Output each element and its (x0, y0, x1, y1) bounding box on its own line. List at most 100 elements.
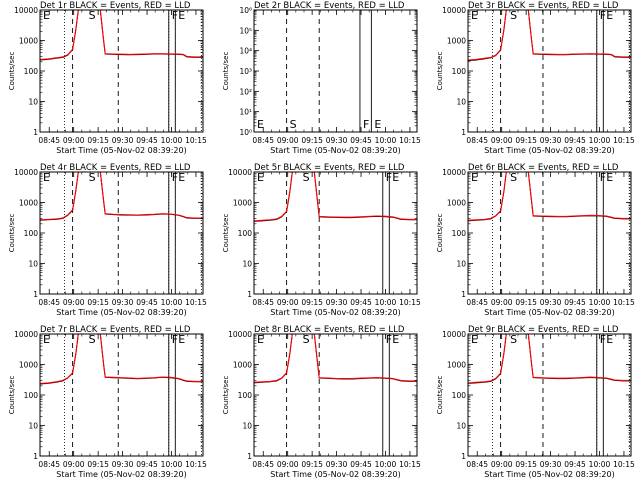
x-tick-label: 09:30 (540, 298, 562, 307)
y-tick-label: 10 (28, 260, 38, 269)
y-tick-label: 10 (456, 98, 466, 107)
y-tick-label: 1 (461, 452, 466, 461)
panel-title: Det 7r BLACK = Events, RED = LLD (40, 325, 191, 335)
x-tick-label: 09:45 (350, 460, 372, 469)
marker-label: S (303, 333, 310, 346)
y-tick-label: 1000 (447, 199, 466, 208)
marker-label: E (178, 171, 185, 184)
marker-label: E (471, 171, 478, 184)
lld-series-line (40, 10, 203, 60)
y-tick-label: 1000 (233, 199, 252, 208)
y-axis-label: Counts/sec (8, 52, 16, 91)
x-tick-label: 09:00 (491, 460, 513, 469)
y-tick-label: 1 (461, 290, 466, 299)
x-tick-label: 10:00 (375, 298, 397, 307)
y-tick-label: 10 (28, 98, 38, 107)
marker-label: F (363, 118, 369, 131)
marker-label: F (172, 333, 178, 346)
marker-label: S (510, 171, 517, 184)
lld-series-line (40, 334, 203, 384)
x-tick-label: 09:00 (63, 298, 85, 307)
panel-title: Det 9r BLACK = Events, RED = LLD (468, 325, 619, 335)
panel-title: Det 8r BLACK = Events, RED = LLD (254, 325, 405, 335)
x-tick-label: 09:15 (515, 136, 537, 145)
x-tick-label: 10:15 (185, 298, 207, 307)
x-tick-label: 09:45 (564, 460, 586, 469)
y-tick-label: 10¹ (239, 108, 252, 117)
x-tick-label: 10:15 (399, 298, 421, 307)
marker-label: S (89, 171, 96, 184)
lld-series-line (254, 172, 417, 222)
x-tick-label: 10:15 (399, 460, 421, 469)
marker-label: E (392, 171, 399, 184)
y-tick-label: 1000 (19, 199, 38, 208)
marker-label: F (600, 333, 606, 346)
x-tick-label: 09:15 (515, 298, 537, 307)
y-tick-label: 100 (452, 67, 467, 76)
y-tick-label: 10 (242, 260, 252, 269)
y-tick-label: 100 (238, 391, 253, 400)
y-tick-label: 100 (24, 67, 39, 76)
panel-title: Det 3r BLACK = Events, RED = LLD (468, 1, 619, 11)
y-tick-label: 1 (33, 452, 38, 461)
x-axis-label: Start Time (05-Nov-02 08:39:20) (270, 146, 400, 155)
x-tick-label: 09:15 (87, 136, 109, 145)
x-tick-label: 09:30 (112, 136, 134, 145)
x-tick-label: 08:45 (38, 136, 60, 145)
x-axis-label: Start Time (05-Nov-02 08:39:20) (484, 146, 614, 155)
x-axis-label: Start Time (05-Nov-02 08:39:20) (484, 470, 614, 479)
x-tick-label: 10:00 (589, 298, 611, 307)
marker-label: E (392, 333, 399, 346)
panel-title: Det 2r BLACK = Events, RED = LLD (254, 1, 405, 11)
marker-label: E (606, 171, 613, 184)
lld-series-line (468, 10, 631, 61)
y-tick-label: 1000 (233, 361, 252, 370)
panel-det-4: Det 4r BLACK = Events, RED = LLD 1 10 100 10… (8, 163, 207, 317)
panel-det-9: Det 9r BLACK = Events, RED = LLD 1 10 100 10… (436, 325, 635, 479)
x-tick-label: 08:45 (466, 460, 488, 469)
marker-label: S (510, 333, 517, 346)
y-tick-label: 10⁴ (239, 47, 252, 56)
x-tick-label: 09:30 (326, 298, 348, 307)
x-tick-label: 08:45 (38, 460, 60, 469)
y-tick-label: 100 (24, 229, 39, 238)
marker-label: E (606, 333, 613, 346)
x-tick-label: 09:15 (515, 460, 537, 469)
y-tick-label: 1 (247, 452, 252, 461)
panel-title: Det 5r BLACK = Events, RED = LLD (254, 163, 405, 173)
panel-det-6: Det 6r BLACK = Events, RED = LLD 1 10 100 10… (436, 163, 635, 317)
y-tick-label: 100 (238, 229, 253, 238)
lld-series-line (468, 334, 631, 384)
y-tick-label: 10⁰ (239, 128, 252, 137)
x-tick-label: 09:15 (87, 460, 109, 469)
lld-series-line (254, 334, 417, 383)
y-tick-label: 10⁵ (239, 26, 252, 35)
x-axis-label: Start Time (05-Nov-02 08:39:20) (270, 470, 400, 479)
y-tick-label: 10 (456, 260, 466, 269)
marker-label: E (374, 118, 381, 131)
marker-label: F (600, 9, 606, 22)
y-tick-label: 100 (452, 229, 467, 238)
y-axis-label: Counts/sec (436, 52, 444, 91)
x-tick-label: 09:00 (277, 460, 299, 469)
marker-label: F (172, 9, 178, 22)
x-tick-label: 09:15 (301, 460, 323, 469)
y-tick-label: 1 (461, 128, 466, 137)
y-tick-label: 10 (242, 422, 252, 431)
marker-label: E (471, 9, 478, 22)
x-tick-label: 09:15 (301, 136, 323, 145)
y-axis-label: Counts/sec (436, 214, 444, 253)
y-tick-label: 10000 (442, 168, 466, 177)
panel-det-5: Det 5r BLACK = Events, RED = LLD 1 10 100 10… (222, 163, 421, 317)
x-tick-label: 09:45 (564, 136, 586, 145)
x-tick-label: 09:30 (540, 136, 562, 145)
x-tick-label: 09:00 (491, 298, 513, 307)
y-axis-label: Counts/sec (8, 214, 16, 253)
x-tick-label: 09:45 (350, 136, 372, 145)
plot-frame (253, 333, 418, 457)
panel-det-8: Det 8r BLACK = Events, RED = LLD 1 10 100 10… (222, 325, 421, 479)
lld-series-line (40, 172, 203, 221)
plot-frame (253, 9, 418, 133)
x-tick-label: 10:00 (161, 136, 183, 145)
